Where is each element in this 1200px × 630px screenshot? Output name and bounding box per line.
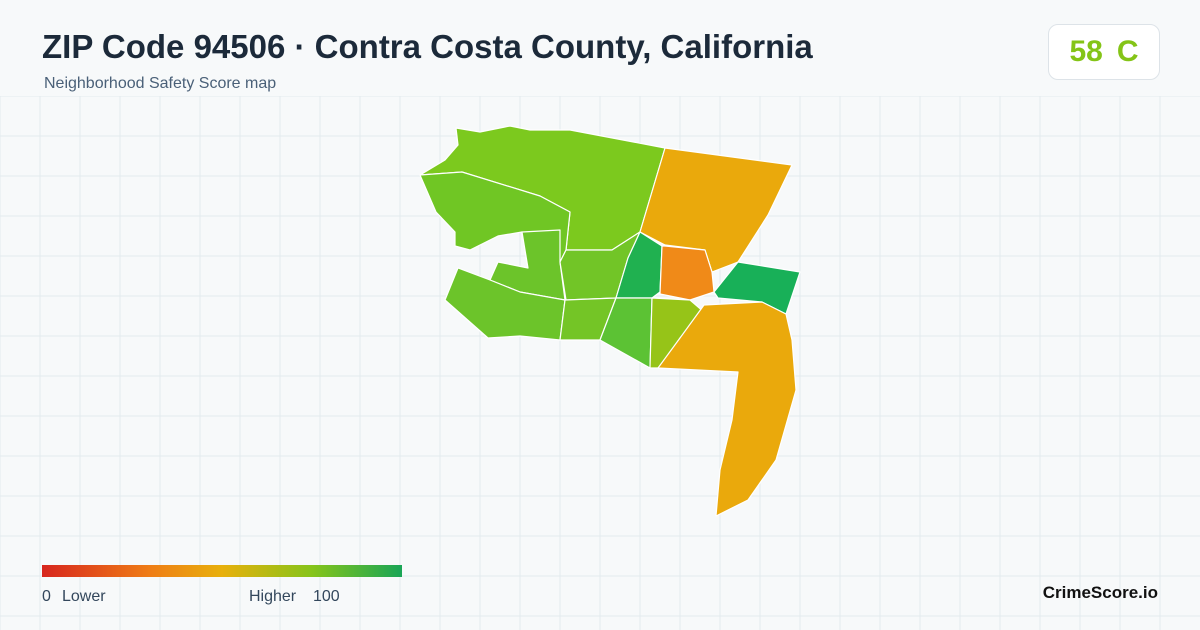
legend-max: 100 [313,588,340,605]
map-region [657,301,797,517]
legend-low-label: Lower [62,588,106,605]
map-region [659,245,715,301]
subtitle: Neighborhood Safety Score map [44,75,277,92]
legend-gradient [42,565,402,577]
legend-min: 0 [42,588,51,605]
legend-high-label: Higher [249,588,297,605]
score-grade: C [1116,35,1139,68]
score-value: 58 [1069,35,1103,68]
title: ZIP Code 94506 · Contra Costa County, Ca… [42,28,813,65]
score-badge: 58 C [1048,24,1160,80]
brand: CrimeScore.io [1042,583,1158,602]
